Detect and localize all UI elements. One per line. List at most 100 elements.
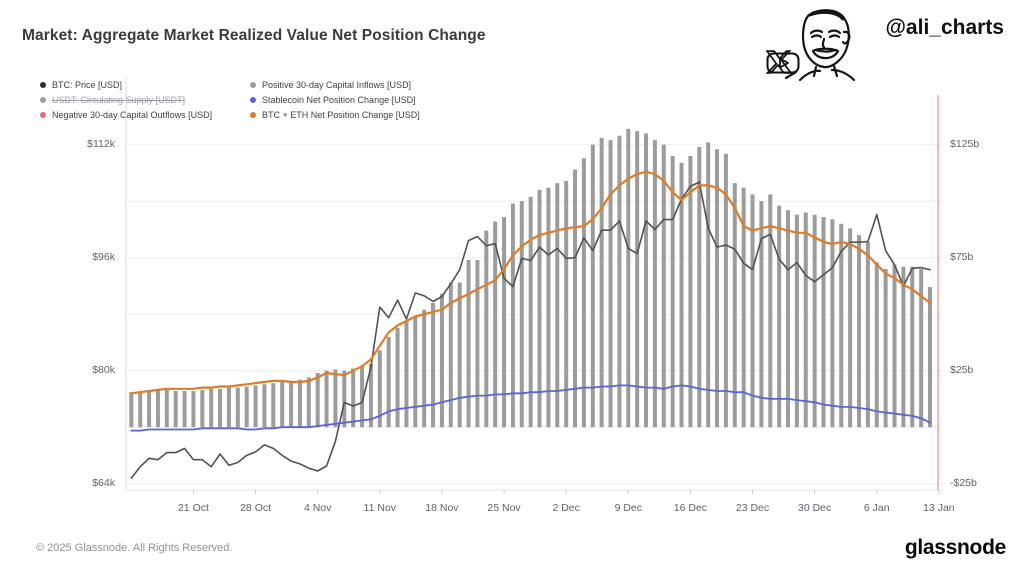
bar bbox=[732, 183, 737, 428]
bar bbox=[723, 153, 728, 428]
bar bbox=[226, 387, 231, 428]
btc-price-line bbox=[130, 181, 931, 479]
bar bbox=[626, 128, 631, 428]
bar bbox=[368, 363, 373, 428]
btc-eth-npc-line bbox=[130, 170, 932, 395]
bar bbox=[377, 350, 382, 428]
bar bbox=[910, 266, 915, 428]
author-handle: @ali_charts bbox=[885, 16, 1004, 39]
page-title: Market: Aggregate Market Realized Value … bbox=[22, 27, 486, 44]
legend-item[interactable]: Negative 30-day Capital Outflows [USD] bbox=[40, 107, 212, 122]
x-axis-tick: 11 Nov bbox=[363, 502, 397, 514]
x-axis-tick: 9 Dec bbox=[614, 502, 642, 514]
bar bbox=[271, 383, 276, 428]
bar bbox=[439, 293, 444, 428]
bar bbox=[262, 384, 267, 428]
bar bbox=[466, 259, 471, 428]
bar bbox=[413, 316, 418, 428]
x-axis-tick: 30 Dec bbox=[798, 502, 832, 514]
bar bbox=[129, 392, 134, 428]
bar bbox=[147, 391, 152, 428]
bar bbox=[759, 201, 764, 428]
bar bbox=[395, 327, 400, 428]
bar bbox=[209, 388, 214, 428]
bar bbox=[244, 386, 249, 428]
bar bbox=[519, 201, 524, 428]
bar bbox=[919, 269, 924, 428]
bar bbox=[848, 228, 853, 428]
x-axis-tick: 2 Dec bbox=[552, 502, 580, 514]
x-axis-tick: 13 Jan bbox=[923, 502, 955, 514]
bar bbox=[475, 259, 480, 428]
bar bbox=[484, 230, 489, 428]
stablecoin-npc-line bbox=[130, 384, 931, 432]
x-axis-tick: 18 Nov bbox=[425, 502, 459, 514]
x-axis-tick: 23 Dec bbox=[735, 502, 770, 514]
bar bbox=[581, 158, 586, 428]
bar bbox=[697, 146, 702, 428]
bar bbox=[839, 223, 844, 428]
bar bbox=[803, 212, 808, 428]
bar bbox=[386, 336, 391, 428]
bar bbox=[821, 217, 826, 428]
bar bbox=[599, 137, 604, 428]
bar bbox=[555, 183, 560, 428]
bar bbox=[164, 389, 169, 428]
x-axis-tick: 16 Dec bbox=[673, 502, 708, 514]
copyright-text: © 2025 Glassnode. All Rights Reserved. bbox=[36, 542, 233, 554]
bar bbox=[590, 144, 595, 428]
bar bbox=[502, 217, 507, 428]
left-axis-tick: $80k bbox=[92, 364, 115, 377]
bar bbox=[218, 388, 223, 428]
bar bbox=[306, 377, 311, 428]
bar bbox=[883, 269, 888, 428]
bar bbox=[253, 385, 258, 428]
bar bbox=[510, 203, 515, 428]
legend-item[interactable]: BTC: Price [USD] bbox=[40, 77, 212, 92]
legend-dot-icon bbox=[250, 111, 256, 118]
bar bbox=[670, 156, 675, 428]
bar bbox=[191, 391, 196, 428]
legend-item[interactable]: Stablecoin Net Position Change [USD] bbox=[250, 92, 420, 107]
legend-dot-icon bbox=[40, 96, 46, 103]
legend-label: Negative 30-day Capital Outflows [USD] bbox=[52, 109, 213, 120]
legend-label: BTC + ETH Net Position Change [USD] bbox=[262, 109, 420, 120]
bar bbox=[448, 282, 453, 428]
left-axis-tick: $96k bbox=[92, 251, 115, 264]
legend-item[interactable]: USDT: Circulating Supply [USDT] bbox=[40, 92, 212, 107]
bar bbox=[794, 214, 799, 428]
bar bbox=[289, 380, 294, 428]
legend-item[interactable]: Positive 30-day Capital Inflows [USD] bbox=[250, 77, 420, 92]
bar bbox=[865, 241, 870, 428]
bar bbox=[200, 389, 205, 428]
legend-item[interactable]: BTC + ETH Net Position Change [USD] bbox=[250, 107, 420, 122]
bar bbox=[644, 133, 649, 428]
legend-dot-icon bbox=[250, 96, 256, 103]
right-axis-tick: -$25b bbox=[950, 477, 977, 490]
bar bbox=[786, 210, 791, 428]
bar bbox=[617, 135, 622, 428]
bar bbox=[892, 264, 897, 428]
bar bbox=[333, 369, 338, 428]
bar bbox=[812, 214, 817, 428]
bar bbox=[830, 219, 835, 428]
bar bbox=[546, 187, 551, 428]
bar bbox=[315, 372, 320, 428]
glassnode-logo: glassnode bbox=[904, 536, 1006, 559]
bar bbox=[928, 287, 933, 428]
legend-dot-icon bbox=[40, 111, 46, 118]
youtube-play-icon bbox=[766, 52, 800, 74]
left-axis-tick: $112k bbox=[87, 138, 115, 151]
right-axis-tick: $75b bbox=[950, 251, 974, 264]
x-axis-tick: 6 Jan bbox=[863, 502, 890, 514]
bar bbox=[528, 196, 533, 428]
right-axis-tick: $25b bbox=[950, 364, 974, 377]
inflow-bars bbox=[129, 128, 933, 428]
legend-label: Positive 30-day Capital Inflows [USD] bbox=[262, 79, 412, 90]
bar bbox=[750, 194, 755, 428]
bar bbox=[564, 180, 569, 428]
right-axis-tick: $125b bbox=[950, 138, 980, 151]
bar bbox=[422, 309, 427, 428]
